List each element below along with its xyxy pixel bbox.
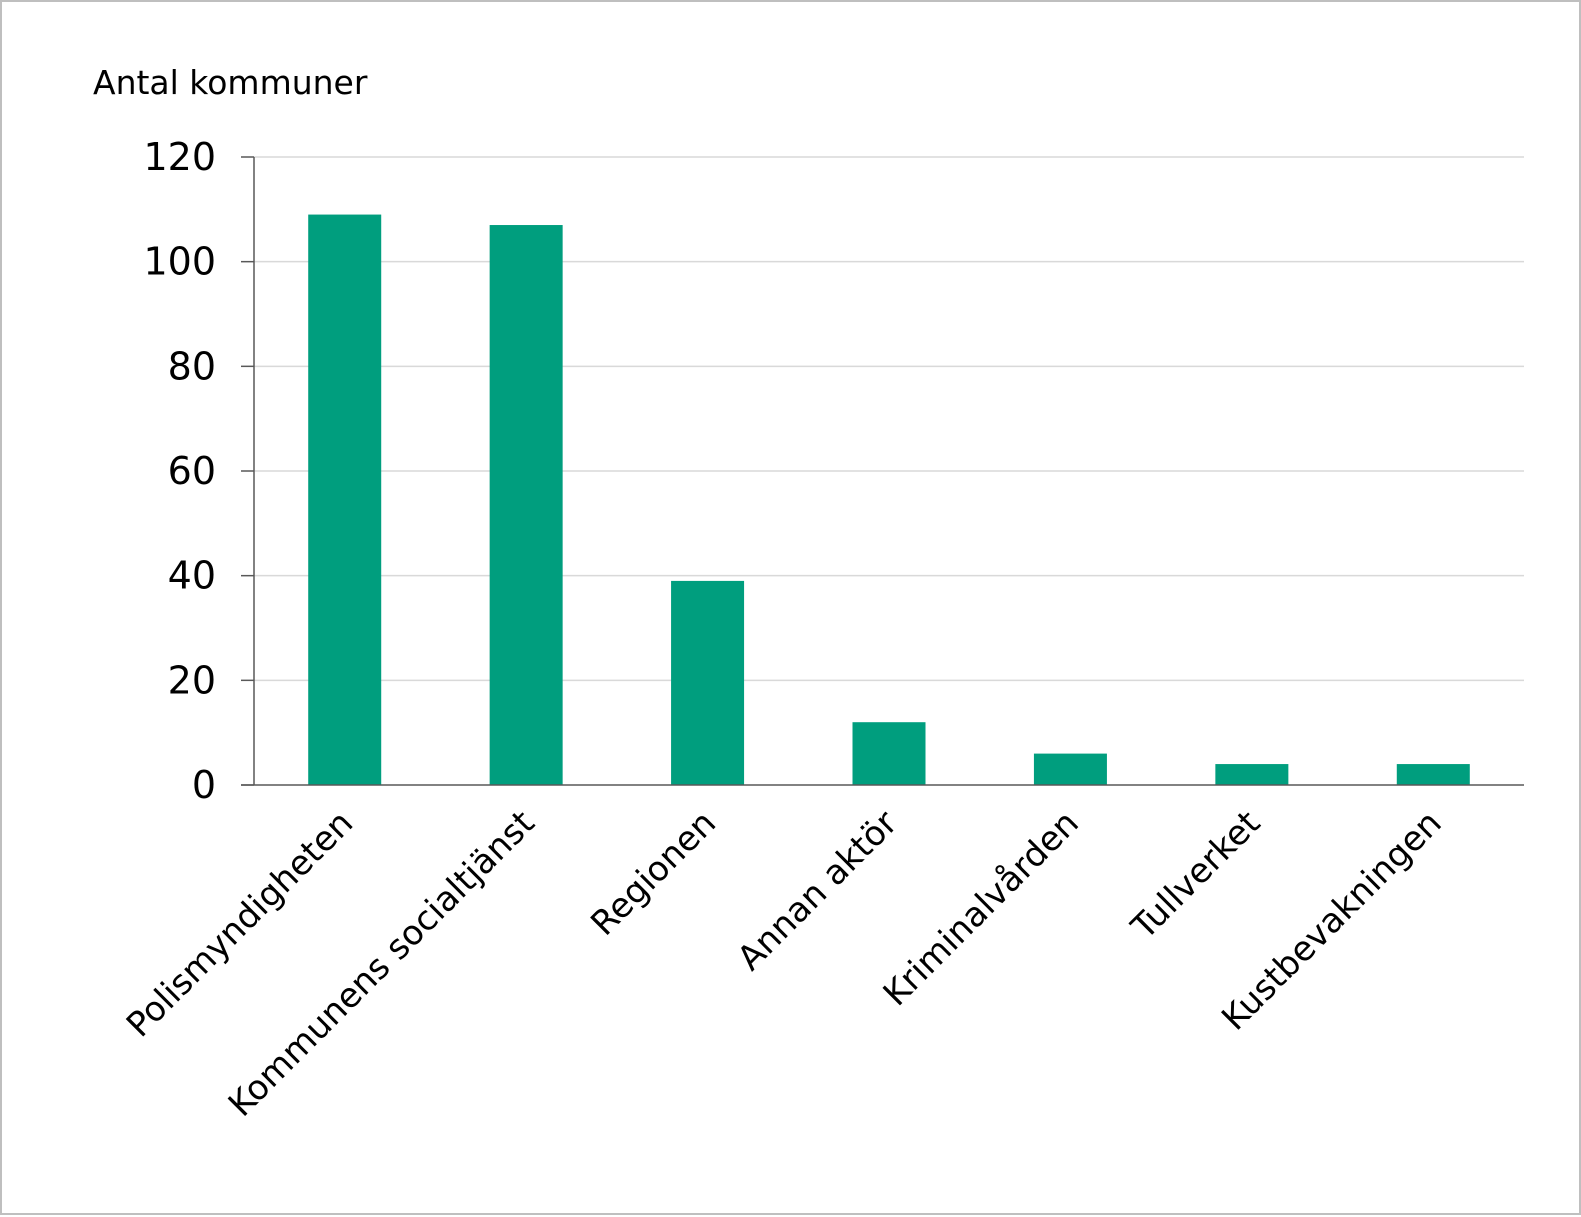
grid-lines (254, 156, 1524, 682)
axes (241, 156, 1524, 786)
y-tick-label: 80 (168, 344, 216, 388)
y-tick-label: 20 (168, 658, 216, 702)
bars (308, 214, 1470, 786)
bar (671, 580, 745, 785)
x-category-label: Tullverket (1123, 803, 1268, 948)
y-tick-label: 60 (168, 449, 216, 493)
y-tick-labels: 0 20 40 60 80 100 120 (143, 135, 216, 807)
x-category-label: Regionen (583, 803, 724, 944)
y-tick-label: 0 (192, 763, 216, 807)
y-axis-label: Antal kommuner (93, 63, 368, 102)
bar (852, 722, 926, 785)
y-tick-label: 100 (143, 240, 216, 284)
bar (308, 214, 382, 786)
bar (1215, 764, 1289, 785)
x-category-label: Kommunens socialtjänst (221, 803, 543, 1125)
bar (1396, 764, 1470, 785)
bar (489, 225, 563, 786)
y-tick-label: 120 (143, 135, 216, 179)
x-category-label: Kriminalvården (876, 803, 1087, 1014)
bar (1033, 753, 1107, 785)
x-category-label: Annan aktör (730, 803, 906, 979)
y-tick-label: 40 (168, 554, 216, 598)
